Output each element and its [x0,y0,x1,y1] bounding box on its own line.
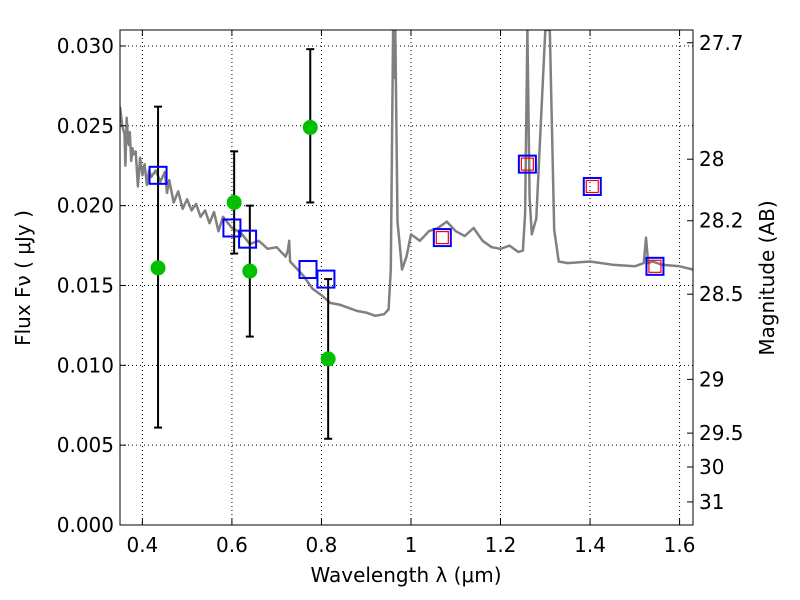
y2-tick-label: 28.2 [699,209,744,233]
x-tick-label: 1 [405,533,418,557]
x-tick-label: 0.6 [216,533,248,557]
x-tick-label: 1.6 [664,533,696,557]
y2-tick-label: 30 [699,455,724,479]
y2-tick-label: 31 [699,490,724,514]
y-tick-label: 0.025 [57,114,114,138]
grid-lines [120,30,693,526]
model-flux-square [298,260,318,280]
y2-tick-label: 28 [699,147,724,171]
y-tick-label: 0.015 [57,273,114,297]
photometry-point [242,263,258,279]
y-axis-title: Flux Fν ( μJy ) [11,210,35,346]
x-tick-label: 0.4 [126,533,158,557]
y2-tick-label: 28.5 [699,282,744,306]
model-spectrum [120,30,693,318]
y-tick-label: 0.010 [57,353,114,377]
x-tick-label: 0.8 [306,533,338,557]
model-flux-square-red [520,157,534,171]
data-layer [120,30,693,440]
model-flux-square [582,176,602,196]
model-flux-square [432,228,452,248]
y-tick-label: 0.020 [57,194,114,218]
model-flux-square-red [648,259,662,273]
model-flux-square-red [435,230,449,245]
y2-tick-label: 27.7 [699,31,744,55]
y2-tick-label: 29 [699,367,724,391]
model-flux-square-red [585,179,599,194]
model-flux-square [645,256,665,276]
model-flux-square [222,218,242,238]
photometry-point [150,260,166,276]
axis-ticks [120,30,693,526]
plot-background [120,30,693,525]
model-flux-square [148,165,168,185]
photometry-point [226,194,242,210]
model-flux-square [517,154,537,174]
y-tick-label: 0.005 [57,433,114,457]
markers [148,119,665,367]
photometry-point [320,351,336,367]
y-tick-label: 0.000 [57,513,114,537]
photometry-point [302,119,318,135]
y-tick-label: 0.030 [57,34,114,58]
x-axis-title: Wavelength λ (μm) [310,563,501,587]
tick-labels: 0.4 0.6 0.8 1 1.2 1.4 1.6 0.000 0.005 0.010 0.015 0… [57,31,744,557]
model-flux-square [316,269,336,289]
y2-tick-label: 29.5 [699,421,744,445]
plot-frame [119,29,694,526]
x-tick-label: 1.4 [574,533,606,557]
spectrum-line [120,30,693,318]
model-flux-square [238,229,258,249]
x-tick-label: 1.2 [485,533,517,557]
y2-axis-title: Magnitude (AB) [755,200,779,355]
